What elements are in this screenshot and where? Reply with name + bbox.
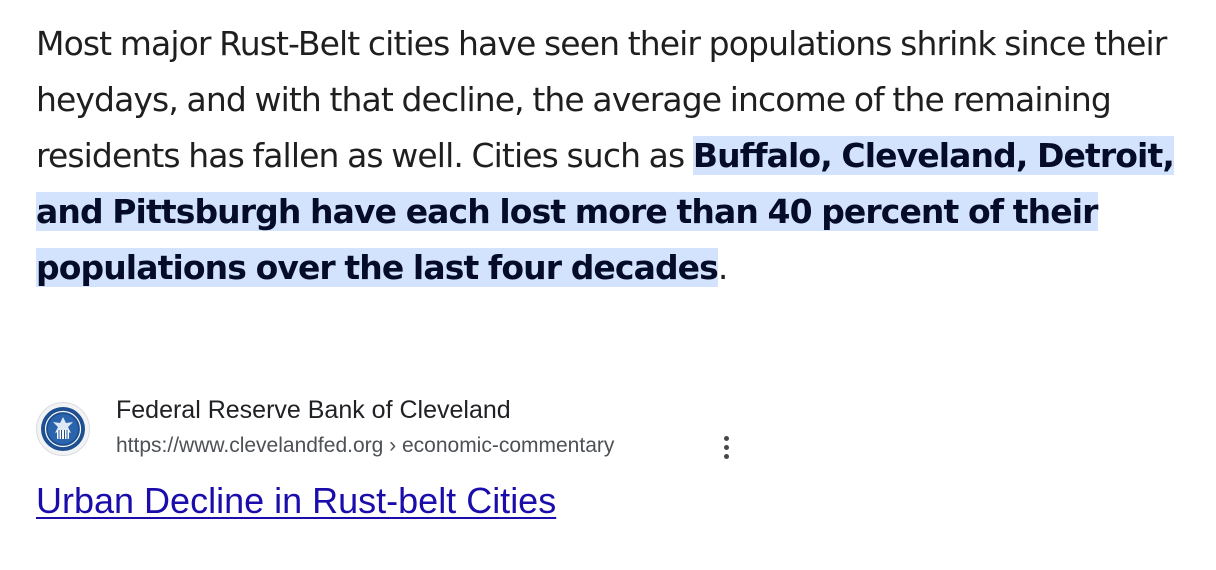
more-dot: [723, 435, 729, 441]
federal-reserve-seal-icon[interactable]: [36, 402, 90, 456]
more-dot: [723, 453, 729, 459]
snippet-text-before: Most major Rust-Belt cities have seen th…: [36, 24, 1167, 175]
source-url-breadcrumb[interactable]: https://www.clevelandfed.org › economic-…: [116, 434, 615, 457]
featured-snippet-text: Most major Rust-Belt cities have seen th…: [36, 16, 1186, 296]
more-vert-icon[interactable]: [710, 430, 742, 464]
result-title-link[interactable]: Urban Decline in Rust-belt Cities: [36, 480, 557, 521]
source-site-name[interactable]: Federal Reserve Bank of Cleveland: [116, 396, 511, 424]
more-dot: [723, 444, 729, 450]
snippet-text-after: .: [717, 248, 728, 287]
source-attribution[interactable]: Federal Reserve Bank of Cleveland https:…: [36, 394, 756, 464]
